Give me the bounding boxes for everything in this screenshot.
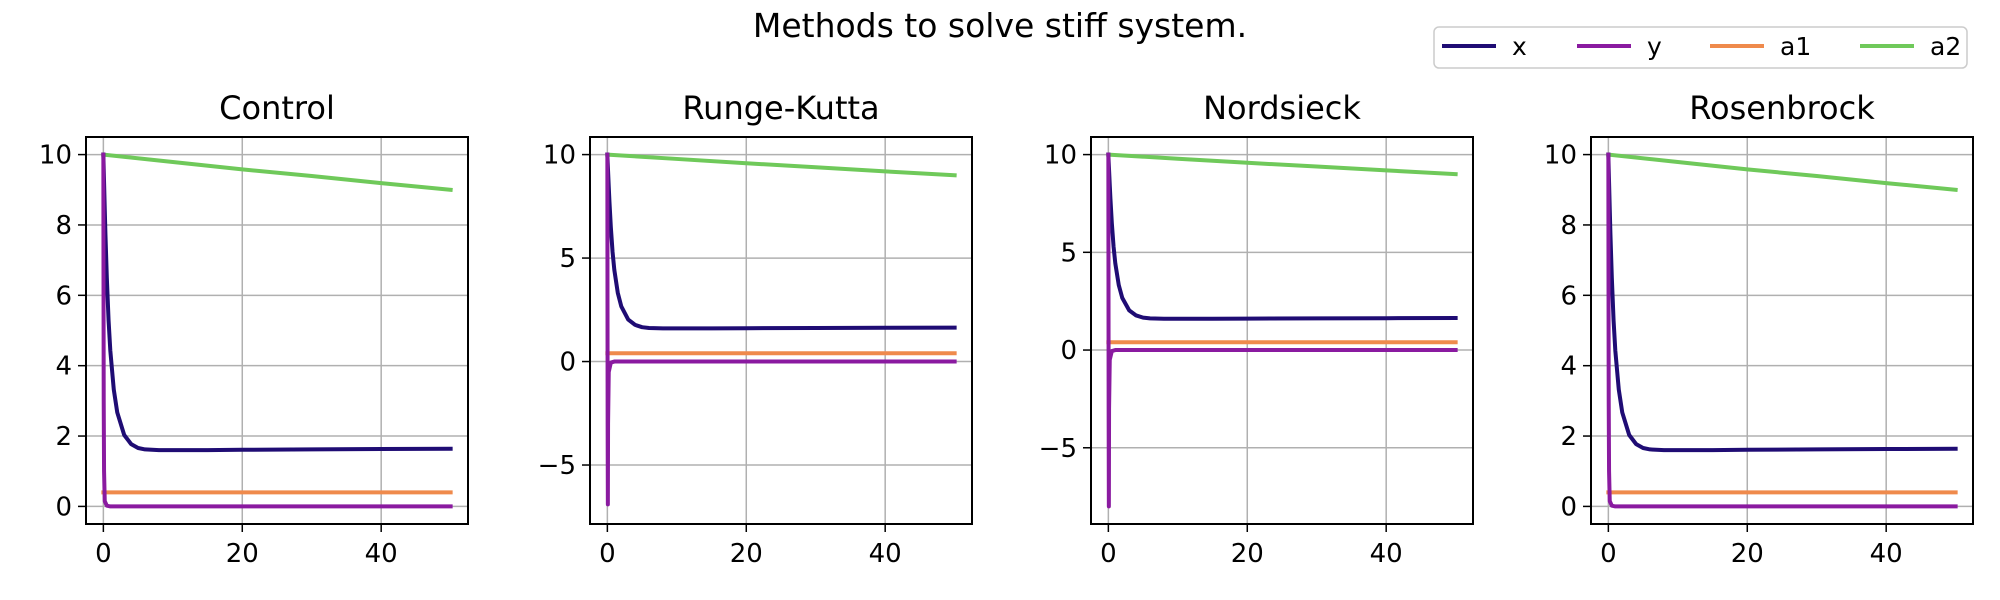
- subplot-runge-kutta: 0 20 40 −5 0 5 10 Runge-Kutta: [538, 89, 973, 569]
- y-tick-label: 0: [1560, 492, 1577, 522]
- y-tick-label: 0: [559, 348, 576, 378]
- y-tick-label: 0: [1060, 336, 1077, 366]
- y-tick-label: 6: [55, 281, 72, 311]
- series-line-a2: [1106, 152, 1458, 177]
- y-tick-label: 4: [1560, 352, 1577, 382]
- subplot-title: Nordsieck: [1203, 89, 1361, 127]
- x-tick-label: 20: [226, 539, 259, 569]
- x-tick-label: 20: [730, 539, 763, 569]
- x-tick-label: 40: [1870, 539, 1903, 569]
- subplot-control: 0 20 40 0 2 4 6 8 10 Control: [39, 89, 469, 569]
- axes-frame: [589, 136, 973, 525]
- series-line-y: [1106, 152, 1458, 509]
- x-tick-label: 20: [1231, 539, 1264, 569]
- axes-frame: [1090, 136, 1474, 525]
- subplot-nordsieck: 0 20 40 −5 0 5 10 Nordsieck: [1039, 89, 1474, 569]
- y-tick-label: 2: [1560, 422, 1577, 452]
- y-tick-label: 10: [543, 141, 576, 171]
- legend-label-a1: a1: [1780, 32, 1811, 61]
- y-tick-label: 8: [1560, 211, 1577, 241]
- x-tick-label: 40: [365, 539, 398, 569]
- x-tick-label: 0: [95, 539, 112, 569]
- subplot-rosenbrock: 0 20 40 0 2 4 6 8 10 Rosenbrock: [1544, 89, 1974, 569]
- subplot-title: Rosenbrock: [1689, 89, 1875, 127]
- x-tick-label: 40: [869, 539, 902, 569]
- y-tick-label: 0: [55, 492, 72, 522]
- series-line-a2: [101, 152, 453, 192]
- legend: x y a1 a2: [1433, 26, 1968, 69]
- legend-label-y: y: [1647, 32, 1662, 61]
- series-line-y: [101, 152, 453, 509]
- x-tick-label: 0: [1100, 539, 1117, 569]
- axes-frame: [85, 136, 469, 525]
- axes-frame: [1590, 136, 1974, 525]
- series-line-a2: [1606, 152, 1958, 192]
- y-tick-label: 10: [39, 141, 72, 171]
- series-line-y: [1606, 152, 1958, 509]
- y-tick-label: 10: [1044, 141, 1077, 171]
- y-tick-label: 6: [1560, 281, 1577, 311]
- legend-label-x: x: [1512, 32, 1527, 61]
- y-tick-label: 8: [55, 211, 72, 241]
- y-tick-label: 5: [559, 244, 576, 274]
- legend-frame: [1433, 26, 1968, 69]
- series-line-a2: [605, 152, 957, 178]
- subplot-title: Control: [219, 89, 335, 127]
- y-tick-label: 2: [55, 422, 72, 452]
- legend-label-a2: a2: [1930, 32, 1961, 61]
- y-tick-label: −5: [1039, 434, 1077, 464]
- figure-title: Methods to solve stiff system.: [753, 6, 1247, 45]
- series-line-y: [605, 152, 957, 507]
- x-tick-label: 0: [1600, 539, 1617, 569]
- x-tick-label: 0: [599, 539, 616, 569]
- x-tick-label: 40: [1370, 539, 1403, 569]
- subplot-title: Runge-Kutta: [682, 89, 879, 127]
- y-tick-label: 5: [1060, 238, 1077, 268]
- y-tick-label: 10: [1544, 141, 1577, 171]
- x-tick-label: 20: [1731, 539, 1764, 569]
- y-tick-label: −5: [538, 451, 576, 481]
- y-tick-label: 4: [55, 352, 72, 382]
